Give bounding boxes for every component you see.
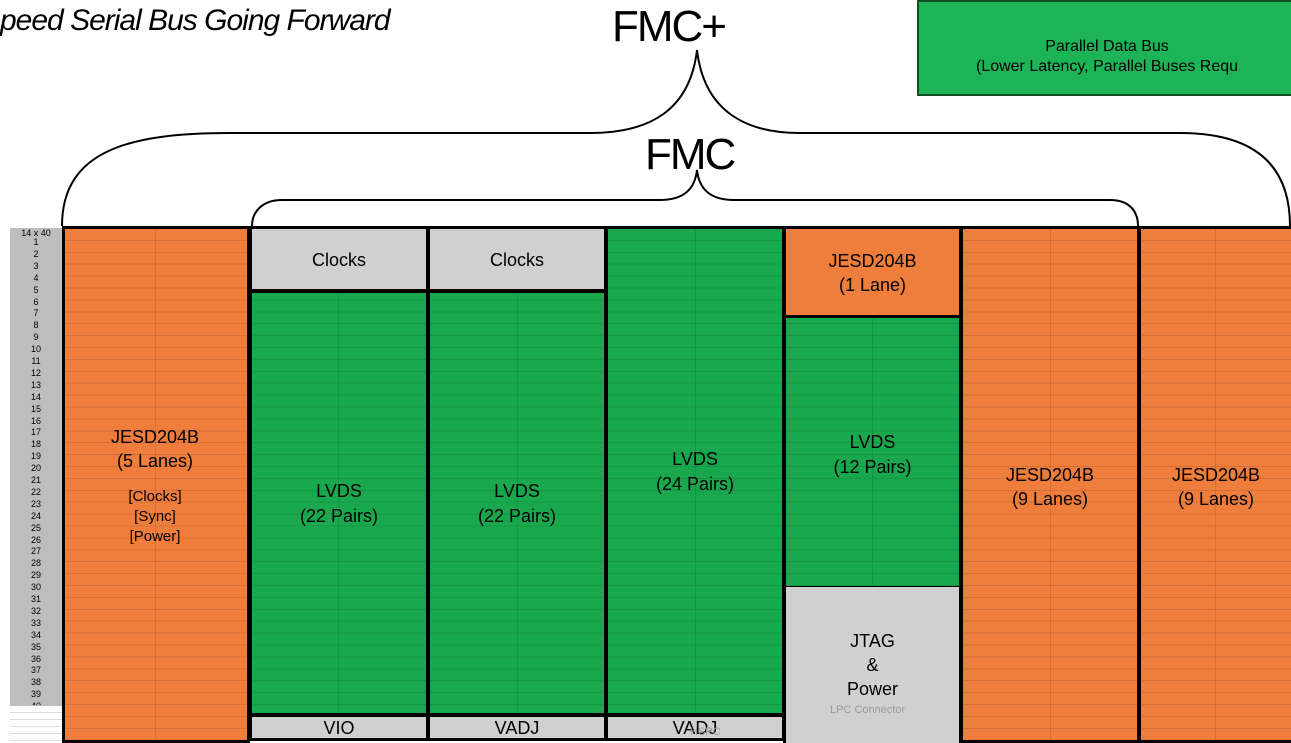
- row-number: 29: [10, 570, 62, 580]
- parallel-box-line1: Parallel Data Bus: [919, 38, 1291, 56]
- jesd9-ba-title: JESD204B: [963, 463, 1137, 487]
- parallel-box-line2: (Lower Latency, Parallel Buses Requ: [919, 58, 1291, 76]
- row-number: 36: [10, 654, 62, 664]
- clocks-kj-region: Clocks: [249, 226, 429, 292]
- row-number: 19: [10, 451, 62, 461]
- lvds-hg-title: LVDS: [430, 479, 604, 503]
- row-number: 10: [10, 344, 62, 354]
- headline: peed Serial Bus Going Forward: [0, 4, 390, 38]
- jesd204b-1-lane-region: JESD204B (1 Lane): [783, 226, 962, 318]
- row-number: 33: [10, 618, 62, 628]
- row-number: 9: [10, 332, 62, 342]
- lvds-fe-sub: (24 Pairs): [608, 472, 782, 496]
- clocks-kj-label: Clocks: [252, 248, 426, 272]
- row-number: 35: [10, 642, 62, 652]
- jesd5-title: JESD204B: [65, 425, 245, 449]
- lvds-hg-sub: (22 Pairs): [430, 504, 604, 528]
- jtag-label-2: &: [786, 653, 959, 677]
- jesd204b-9-lanes-ba-region: JESD204B (9 Lanes): [960, 226, 1140, 743]
- lvds-dc-region: LVDS (12 Pairs): [783, 315, 962, 589]
- row-number: 26: [10, 535, 62, 545]
- row-number: 16: [10, 416, 62, 426]
- lvds-dc-title: LVDS: [786, 430, 959, 454]
- row-number: 17: [10, 427, 62, 437]
- row-number: 5: [10, 285, 62, 295]
- lvds-fe-region: LVDS (24 Pairs): [605, 226, 785, 716]
- jesd9-ba-sub: (9 Lanes): [963, 487, 1137, 511]
- row-number: 4: [10, 273, 62, 283]
- lvds-dc-sub: (12 Pairs): [786, 455, 959, 479]
- row-number: 34: [10, 630, 62, 640]
- lpc-connector-faint-text: LPC Connector: [830, 704, 905, 716]
- clocks-hg-label: Clocks: [430, 248, 604, 272]
- jesd9-zy-title: JESD204B: [1141, 463, 1291, 487]
- row-number: 31: [10, 594, 62, 604]
- jesd5-note-power: [Power]: [85, 527, 225, 547]
- row-number: 8: [10, 320, 62, 330]
- vio-footer: VIO: [249, 714, 429, 741]
- fmc-label: FMC: [645, 130, 734, 180]
- clocks-hg-region: Clocks: [427, 226, 607, 292]
- jesd1-title: JESD204B: [786, 249, 959, 273]
- jtag-label-1: JTAG: [786, 629, 959, 653]
- row-number: 13: [10, 380, 62, 390]
- jesd5-note-sync: [Sync]: [85, 507, 225, 527]
- row-number: 22: [10, 487, 62, 497]
- row-number: 23: [10, 499, 62, 509]
- row-number: 21: [10, 475, 62, 485]
- row-number: 25: [10, 523, 62, 533]
- row-number: 30: [10, 582, 62, 592]
- lvds-fe-title: LVDS: [608, 447, 782, 471]
- row-number: 6: [10, 297, 62, 307]
- lvds-kj-region: LVDS (22 Pairs): [249, 290, 429, 716]
- jesd9-zy-sub: (9 Lanes): [1141, 487, 1291, 511]
- row-number: 27: [10, 546, 62, 556]
- jtag-power-region: JTAG & Power LPC Connector: [783, 587, 962, 743]
- hspc-faint-text: HSPC: [690, 726, 721, 738]
- row-number: 2: [10, 249, 62, 259]
- row-number: 11: [10, 356, 62, 366]
- row-number: 18: [10, 439, 62, 449]
- row-number: 3: [10, 261, 62, 271]
- row-number: 39: [10, 689, 62, 699]
- row-number-column: 14 x 40 1 2 3 4 5 6 7 8 9 10 11 12 13 14 15 16 17 18 19 20 2…: [10, 228, 62, 705]
- vadj-footer-1: VADJ: [427, 714, 607, 741]
- row-number: 7: [10, 308, 62, 318]
- row-number: 15: [10, 404, 62, 414]
- row-number: 38: [10, 677, 62, 687]
- row-number: 14: [10, 392, 62, 402]
- row-number: 20: [10, 463, 62, 473]
- jtag-label-3: Power: [786, 677, 959, 701]
- row-number-footer: [10, 705, 62, 742]
- row-number: 32: [10, 606, 62, 616]
- row-number: 1: [10, 237, 62, 247]
- fmc-plus-label: FMC+: [612, 2, 725, 52]
- lvds-hg-region: LVDS (22 Pairs): [427, 290, 607, 716]
- lvds-kj-sub: (22 Pairs): [252, 504, 426, 528]
- jesd5-note-clocks: [Clocks]: [85, 487, 225, 507]
- jesd204b-5-lanes-region: JESD204B (5 Lanes) [Clocks] [Sync] [Powe…: [62, 226, 250, 743]
- jesd1-sub: (1 Lane): [786, 273, 959, 297]
- row-number: 12: [10, 368, 62, 378]
- lvds-kj-title: LVDS: [252, 479, 426, 503]
- jesd204b-9-lanes-zy-region: JESD204B (9 Lanes): [1138, 226, 1291, 743]
- row-number: 37: [10, 665, 62, 675]
- row-number: 24: [10, 511, 62, 521]
- jesd5-sub: (5 Lanes): [65, 449, 245, 473]
- parallel-data-bus-box: Parallel Data Bus (Lower Latency, Parall…: [917, 0, 1291, 96]
- row-number: 28: [10, 558, 62, 568]
